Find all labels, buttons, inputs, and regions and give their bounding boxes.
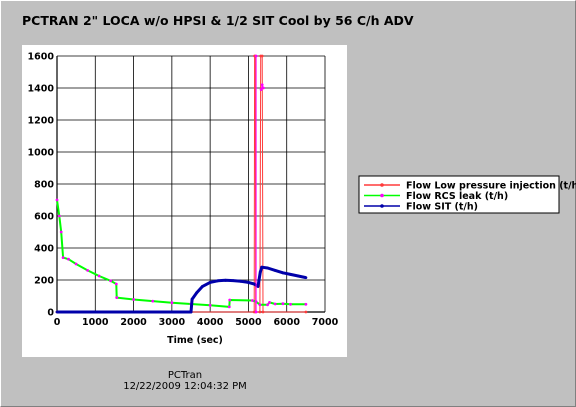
data-point [252,282,256,286]
data-point [132,298,136,301]
legend-marker [380,204,384,208]
series-line [57,55,306,313]
data-point [208,281,212,284]
y-tick-label: 1400 [28,84,55,95]
data-point [151,299,155,303]
x-tick-label: 2000 [120,317,147,328]
x-tick-label: 5000 [235,317,262,328]
data-point [189,310,193,314]
data-point [74,262,78,266]
legend-label: Flow Low pressure injection (t/h) [406,181,576,192]
data-point [86,269,89,272]
y-tick-label: 800 [34,180,54,191]
data-point [61,256,65,259]
data-point [115,296,119,299]
data-point [256,285,260,288]
legend: Flow Low pressure injection (t/h)Flow RC… [364,181,576,213]
data-point [190,297,194,301]
data-point [109,279,112,283]
data-point [261,310,265,314]
y-tick-label: 600 [34,212,54,223]
data-point [195,291,199,295]
data-point [67,257,70,261]
data-point [296,274,300,278]
data-point [304,276,308,279]
data-point [289,273,292,276]
data-point [208,303,212,307]
data-point [231,279,235,282]
grid-layer [56,55,326,313]
data-point [227,305,231,309]
y-tick-label: 200 [34,276,54,287]
data-point [289,302,292,306]
x-tick-label: 0 [54,317,61,328]
x-axis-title: Time (sec) [167,335,223,346]
legend-label: Flow SIT (t/h) [406,202,478,213]
data-point [260,83,264,87]
series-layer [55,54,308,314]
data-point [239,279,243,283]
x-tick-label: 3000 [159,317,186,328]
data-point [268,301,271,304]
data-point [254,310,258,314]
data-point [304,310,308,314]
data-point [266,303,269,307]
data-point [170,301,174,305]
chart-title: PCTRAN 2" LOCA w/o HPSI & 1/2 SIT Cool b… [22,13,414,28]
data-point [258,303,262,307]
data-point [304,302,308,306]
data-point [59,230,63,234]
data-point [266,266,269,270]
footer-program: PCTran [167,370,203,381]
data-point [281,271,285,275]
data-point [262,86,265,90]
data-point [260,265,264,269]
data-point [201,285,204,288]
x-tick-label: 7000 [312,317,339,328]
data-point [216,279,220,283]
data-point [247,281,250,284]
y-tick-label: 1200 [28,116,55,127]
data-point [55,310,59,314]
y-tick-label: 1000 [28,148,55,159]
footer-timestamp: 12/22/2009 12:04:32 PM [123,381,247,392]
data-point [258,310,262,314]
data-point [224,278,227,282]
data-point [281,302,285,306]
data-point [260,54,264,58]
tick-layer: 0 1000 2000 3000 4000 5000 6000 7000 0 200 400 600 8… [28,52,339,329]
data-point [273,269,277,272]
data-point [259,88,263,91]
legend-marker [380,183,384,187]
y-tick-label: 0 [47,308,54,319]
x-tick-label: 4000 [197,317,224,328]
x-tick-label: 6000 [273,317,300,328]
data-point [250,299,254,302]
data-point [258,270,262,274]
plot-background [22,45,347,357]
legend-label: Flow RCS leak (t/h) [406,191,508,202]
data-point [228,298,232,302]
legend-box [358,175,560,214]
data-point [114,282,118,286]
legend-marker [380,193,384,198]
data-point [97,274,101,278]
data-point [55,198,59,202]
data-point [273,302,277,306]
y-tick-label: 400 [34,244,54,255]
y-tick-label: 1600 [28,52,55,63]
x-tick-label: 1000 [82,317,109,328]
data-point [57,214,61,218]
data-point [254,54,258,58]
